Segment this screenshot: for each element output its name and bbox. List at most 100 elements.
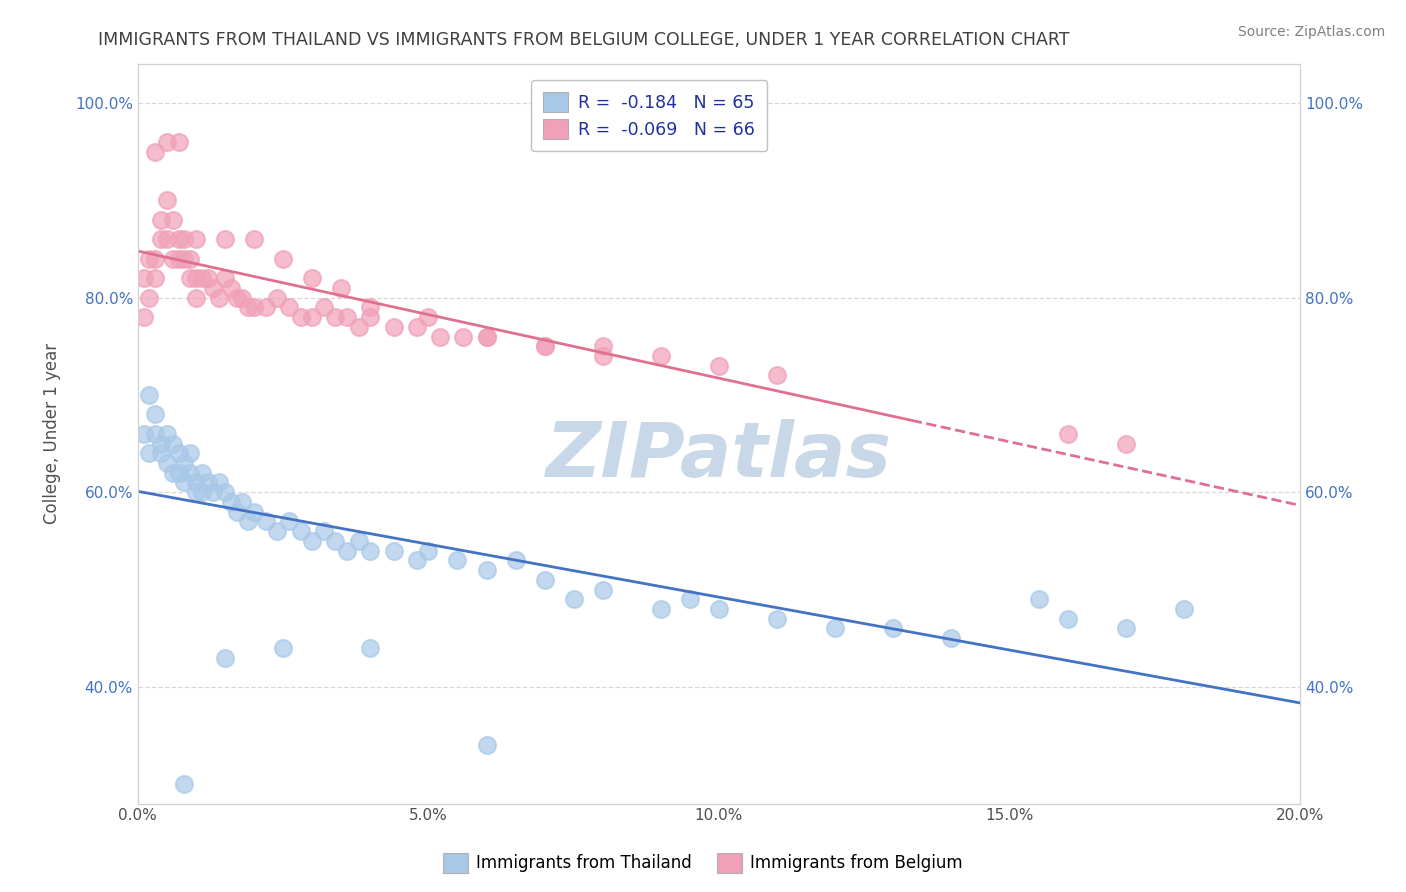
Point	[156, 426, 179, 441]
Point	[208, 475, 231, 490]
Point	[336, 310, 359, 324]
Point	[533, 339, 555, 353]
Point	[418, 310, 440, 324]
Point	[184, 232, 207, 246]
Point	[156, 456, 179, 470]
Point	[138, 446, 160, 460]
Point	[347, 533, 370, 548]
Point	[214, 271, 236, 285]
Point	[312, 524, 335, 538]
Point	[382, 319, 405, 334]
Point	[132, 271, 155, 285]
Point	[254, 301, 277, 315]
Point	[219, 281, 242, 295]
Point	[138, 252, 160, 266]
Point	[143, 252, 166, 266]
Point	[941, 631, 963, 645]
Point	[191, 485, 214, 500]
Point	[167, 232, 190, 246]
Point	[173, 456, 195, 470]
Point	[150, 232, 173, 246]
Point	[243, 505, 266, 519]
Point	[1056, 426, 1078, 441]
Point	[238, 301, 260, 315]
Point	[475, 563, 498, 577]
Point	[156, 194, 179, 208]
Point	[405, 553, 427, 567]
Point	[150, 446, 173, 460]
Point	[179, 271, 201, 285]
Point	[650, 602, 672, 616]
Point	[475, 329, 498, 343]
Point	[143, 145, 166, 159]
Text: IMMIGRANTS FROM THAILAND VS IMMIGRANTS FROM BELGIUM COLLEGE, UNDER 1 YEAR CORREL: IMMIGRANTS FROM THAILAND VS IMMIGRANTS F…	[98, 31, 1070, 49]
Point	[173, 777, 195, 791]
Point	[271, 640, 294, 655]
Point	[167, 135, 190, 149]
Point	[679, 592, 702, 607]
Point	[243, 232, 266, 246]
Point	[505, 553, 527, 567]
Point	[179, 466, 201, 480]
Point	[359, 640, 381, 655]
Point	[592, 349, 614, 363]
Point	[562, 592, 585, 607]
Point	[219, 495, 242, 509]
Point	[325, 533, 347, 548]
Point	[533, 573, 555, 587]
Point	[592, 339, 614, 353]
Point	[208, 291, 231, 305]
Point	[824, 622, 846, 636]
Point	[173, 232, 195, 246]
Point	[138, 388, 160, 402]
Text: Source: ZipAtlas.com: Source: ZipAtlas.com	[1237, 25, 1385, 39]
Point	[405, 319, 427, 334]
Point	[143, 408, 166, 422]
Point	[359, 543, 381, 558]
Point	[150, 212, 173, 227]
Point	[202, 485, 225, 500]
Point	[197, 271, 219, 285]
Point	[592, 582, 614, 597]
Point	[325, 310, 347, 324]
Point	[184, 485, 207, 500]
Point	[150, 436, 173, 450]
Point	[1028, 592, 1050, 607]
Point	[446, 553, 468, 567]
Point	[132, 426, 155, 441]
Point	[650, 349, 672, 363]
Point	[533, 339, 555, 353]
Point	[429, 329, 451, 343]
Point	[162, 252, 184, 266]
Point	[184, 291, 207, 305]
Point	[197, 475, 219, 490]
Y-axis label: College, Under 1 year: College, Under 1 year	[44, 343, 60, 524]
Point	[882, 622, 904, 636]
Point	[766, 612, 789, 626]
Point	[162, 436, 184, 450]
Point	[231, 291, 253, 305]
Legend: Immigrants from Thailand, Immigrants from Belgium: Immigrants from Thailand, Immigrants fro…	[436, 847, 970, 880]
Point	[167, 446, 190, 460]
Point	[266, 291, 288, 305]
Point	[214, 650, 236, 665]
Point	[173, 252, 195, 266]
Point	[707, 359, 730, 373]
Point	[707, 602, 730, 616]
Point	[143, 426, 166, 441]
Point	[214, 485, 236, 500]
Point	[173, 475, 195, 490]
Point	[156, 232, 179, 246]
Point	[290, 310, 312, 324]
Point	[238, 515, 260, 529]
Point	[202, 281, 225, 295]
Point	[179, 446, 201, 460]
Point	[301, 533, 323, 548]
Point	[278, 301, 301, 315]
Point	[1173, 602, 1195, 616]
Point	[1056, 612, 1078, 626]
Point	[243, 301, 266, 315]
Point	[162, 466, 184, 480]
Point	[231, 495, 253, 509]
Point	[330, 281, 353, 295]
